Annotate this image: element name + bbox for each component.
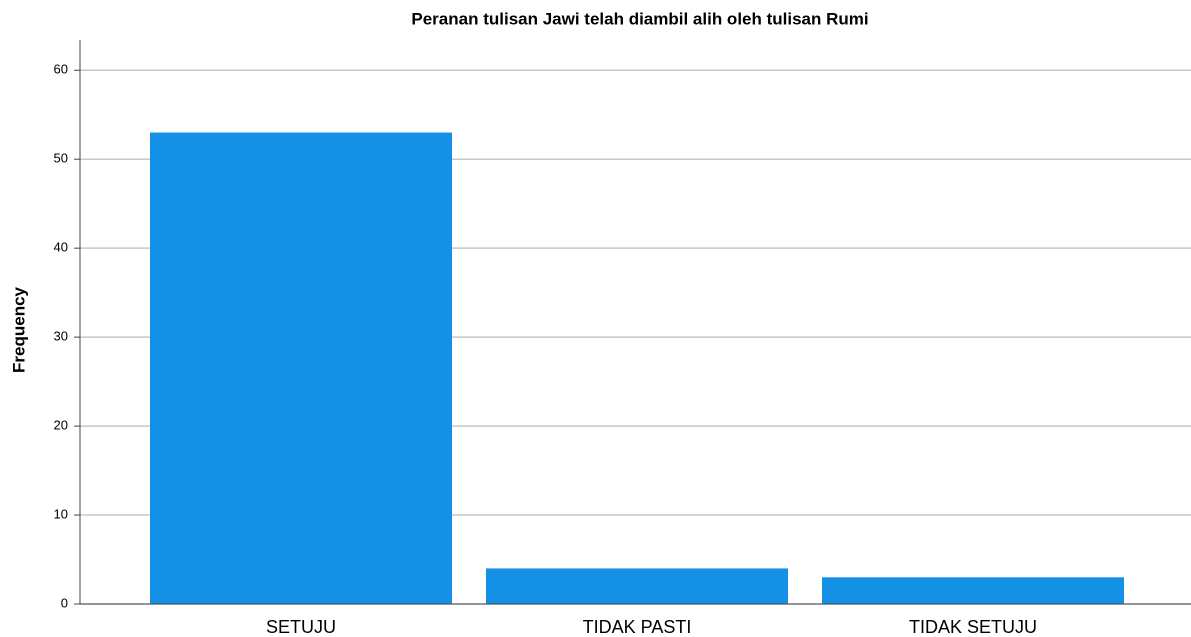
y-tick-label: 20 bbox=[54, 418, 68, 433]
y-axis-label: Frequency bbox=[9, 286, 28, 373]
x-tick-label: TIDAK SETUJU bbox=[909, 617, 1037, 637]
chart-title: Peranan tulisan Jawi telah diambil alih … bbox=[411, 9, 868, 28]
y-tick-label: 50 bbox=[54, 151, 68, 166]
bar bbox=[486, 568, 788, 604]
x-tick-label: TIDAK PASTI bbox=[583, 617, 692, 637]
bar bbox=[822, 577, 1124, 604]
y-tick-label: 10 bbox=[54, 506, 68, 521]
y-tick-label: 60 bbox=[54, 62, 68, 77]
y-tick-label: 30 bbox=[54, 329, 68, 344]
bar bbox=[150, 132, 452, 605]
y-tick-label: 40 bbox=[54, 240, 68, 255]
y-tick-label: 0 bbox=[61, 595, 68, 610]
x-tick-label: SETUJU bbox=[266, 617, 336, 637]
